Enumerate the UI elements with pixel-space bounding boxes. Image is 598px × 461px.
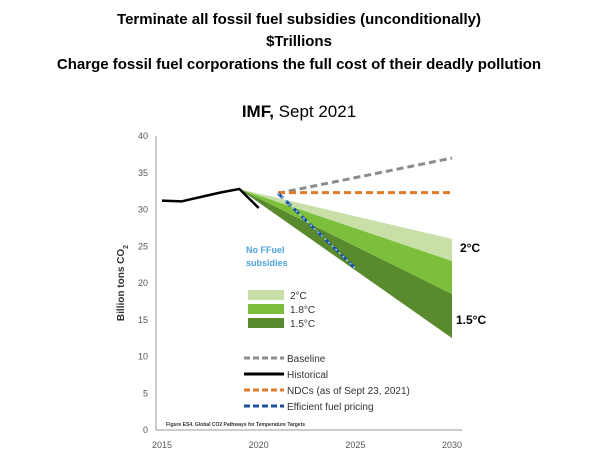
x-tick-label: 2030	[442, 440, 462, 450]
series-efficient-line	[276, 192, 357, 270]
series-baseline-line	[277, 156, 453, 195]
legend-label-18c: 1.8°C	[290, 305, 315, 316]
legend-label-ndcs: NDCs (as of Sept 23, 2021)	[287, 386, 410, 397]
y-tick-label: 15	[138, 315, 148, 325]
label-1-5c: 1.5°C	[456, 313, 486, 327]
band-15c	[239, 188, 452, 339]
y-axis-label: Billion tons CO2	[116, 245, 130, 321]
y-tick-label: 5	[143, 388, 148, 398]
y-tick-label: 30	[138, 205, 148, 215]
y-tick-label: 10	[138, 352, 148, 362]
x-tick-label: 2015	[152, 440, 172, 450]
y-axis-label-subscript: 2	[123, 245, 130, 249]
legend-swatch-18c	[248, 304, 284, 314]
legend-label-baseline: Baseline	[287, 354, 326, 365]
x-tick-label: 2025	[345, 440, 365, 450]
headline-pollution: Charge fossil fuel corporations the full…	[56, 56, 542, 73]
headline-subsidies: Terminate all fossil fuel subsidies (unc…	[117, 11, 481, 28]
legend-label-15c: 1.5°C	[290, 319, 315, 330]
legend-label-historical: Historical	[287, 370, 328, 381]
figure-note: Figure ES4. Global CO2 Pathways for Temp…	[166, 422, 305, 428]
no-subsidies-label-line2: subsidies	[246, 258, 288, 268]
y-tick-label: 0	[143, 425, 148, 435]
y-tick-label: 35	[138, 168, 148, 178]
label-2c: 2°C	[460, 241, 480, 255]
source-date: Sept 2021	[278, 102, 357, 121]
y-tick-label: 25	[138, 241, 148, 251]
source-label: IMF, Sept 2021	[0, 101, 598, 123]
band-2c	[239, 188, 452, 261]
legend-label-efficient: Efficient fuel pricing	[287, 402, 374, 413]
series-historical-line	[161, 187, 260, 209]
legend-label-2c: 2°C	[290, 291, 307, 302]
band-18c	[239, 188, 452, 295]
y-tick-label: 20	[138, 278, 148, 288]
legend-swatch-2c	[248, 290, 284, 300]
source-org: IMF,	[241, 102, 274, 121]
legend-swatch-15c	[248, 318, 284, 328]
no-subsidies-label-line1: No FFuel	[246, 245, 285, 255]
x-tick-label: 2020	[249, 440, 269, 450]
headline-trillions: $Trillions	[266, 33, 332, 50]
y-tick-label: 40	[138, 131, 148, 141]
